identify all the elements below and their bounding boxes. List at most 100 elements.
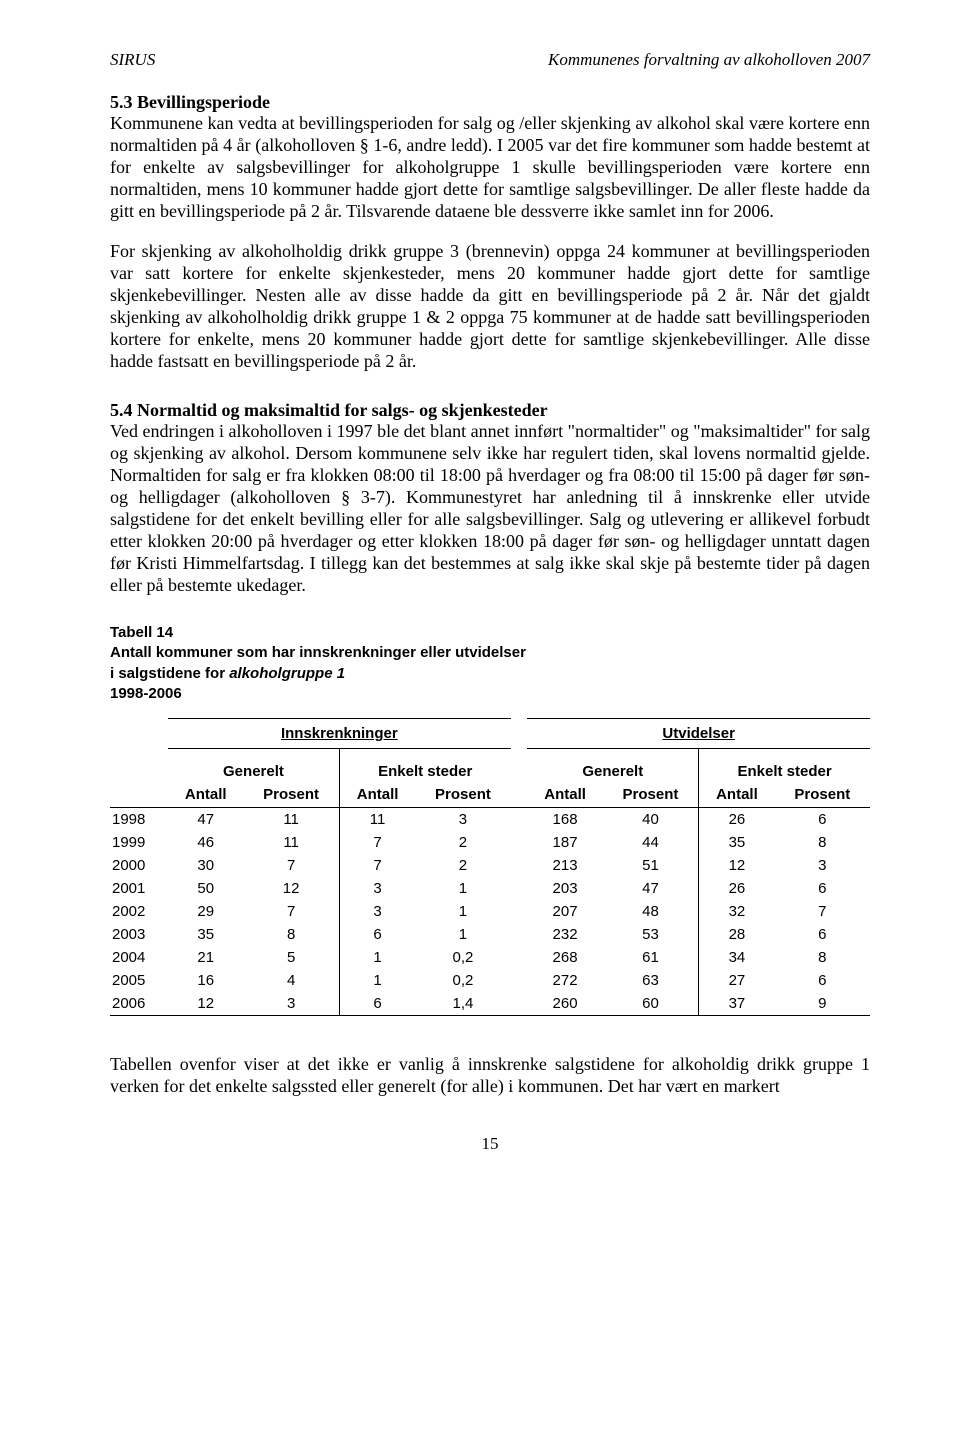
table-row: 200421510,226861348: [110, 946, 870, 969]
cell: 37: [699, 992, 775, 1016]
table-spacer: [511, 719, 528, 749]
table-14: Innskrenkninger Utvidelser Generelt Enke…: [110, 718, 870, 1016]
cell: 213: [527, 854, 602, 877]
cell-year: 2006: [110, 992, 168, 1016]
col-prosent: Prosent: [775, 783, 870, 808]
cell: 34: [699, 946, 775, 969]
cell: 29: [168, 900, 243, 923]
cell-year: 2004: [110, 946, 168, 969]
table-row: 20033586123253286: [110, 923, 870, 946]
header-left: SIRUS: [110, 50, 155, 70]
cell: 168: [527, 808, 602, 832]
cell-year: 1999: [110, 831, 168, 854]
cell-year: 2001: [110, 877, 168, 900]
cell: 203: [527, 877, 602, 900]
cell: 187: [527, 831, 602, 854]
col-antall: Antall: [168, 783, 243, 808]
cell: 32: [699, 900, 775, 923]
cell: 27: [699, 969, 775, 992]
table-row: 200150123120347266: [110, 877, 870, 900]
cell: 8: [775, 831, 870, 854]
cell-year: 2002: [110, 900, 168, 923]
cell-year: 2005: [110, 969, 168, 992]
table-row: 200612361,426060379: [110, 992, 870, 1016]
cell: 26: [699, 877, 775, 900]
cell: 35: [699, 831, 775, 854]
table-14-title-line2: Antall kommuner som har innskrenkninger …: [110, 644, 526, 661]
section-5-3-para-1: Kommunene kan vedta at bevillingsperiode…: [110, 113, 870, 223]
cell: 7: [243, 854, 339, 877]
page-header: SIRUS Kommunenes forvaltning av alkoholl…: [110, 50, 870, 70]
page: SIRUS Kommunenes forvaltning av alkoholl…: [0, 0, 960, 1194]
cell: 0,2: [415, 969, 510, 992]
cell: 26: [699, 808, 775, 832]
table-col-row: Antall Prosent Antall Prosent Antall Pro…: [110, 783, 870, 808]
cell: 7: [339, 854, 415, 877]
col-prosent: Prosent: [603, 783, 699, 808]
cell: 7: [243, 900, 339, 923]
trailing-para: Tabellen ovenfor viser at det ikke er va…: [110, 1054, 870, 1098]
table-14-title-line1: Tabell 14: [110, 624, 173, 641]
table-14-title-line3: i salgstidene for: [110, 665, 229, 682]
page-number: 15: [110, 1134, 870, 1154]
table-subgroup-row: Generelt Enkelt steder Generelt Enkelt s…: [110, 749, 870, 784]
cell-spacer: [511, 854, 528, 877]
cell: 51: [603, 854, 699, 877]
cell: 11: [243, 808, 339, 832]
section-5-3-title: 5.3 Bevillingsperiode: [110, 92, 870, 113]
col-antall: Antall: [527, 783, 602, 808]
cell: 0,2: [415, 946, 510, 969]
cell: 9: [775, 992, 870, 1016]
cell-spacer: [511, 992, 528, 1016]
cell: 7: [775, 900, 870, 923]
table-row: 20003077221351123: [110, 854, 870, 877]
table-spacer: [110, 719, 168, 749]
cell: 3: [775, 854, 870, 877]
cell: 30: [168, 854, 243, 877]
cell: 35: [168, 923, 243, 946]
header-right: Kommunenes forvaltning av alkoholloven 2…: [548, 50, 870, 70]
section-5-4-para-1: Ved endringen i alkoholloven i 1997 ble …: [110, 421, 870, 597]
cell: 3: [415, 808, 510, 832]
cell: 1: [415, 923, 510, 946]
cell-spacer: [511, 969, 528, 992]
cell: 2: [415, 831, 510, 854]
table-row: 20022973120748327: [110, 900, 870, 923]
col-generelt-1: Generelt: [168, 749, 339, 784]
cell: 6: [339, 992, 415, 1016]
cell: 21: [168, 946, 243, 969]
cell: 2: [415, 854, 510, 877]
cell: 1: [415, 900, 510, 923]
col-antall: Antall: [339, 783, 415, 808]
cell: 8: [775, 946, 870, 969]
table-14-title-line4: 1998-2006: [110, 685, 182, 702]
cell-spacer: [511, 877, 528, 900]
cell: 232: [527, 923, 602, 946]
table-group-innskrenkninger: Innskrenkninger: [168, 719, 511, 749]
cell: 40: [603, 808, 699, 832]
cell: 44: [603, 831, 699, 854]
cell: 1: [339, 946, 415, 969]
table-14-title-em: alkoholgruppe 1: [229, 665, 345, 682]
cell: 207: [527, 900, 602, 923]
cell: 47: [603, 877, 699, 900]
col-enkelt-2: Enkelt steder: [699, 749, 870, 784]
cell: 8: [243, 923, 339, 946]
cell: 11: [243, 831, 339, 854]
col-prosent: Prosent: [415, 783, 510, 808]
cell: 272: [527, 969, 602, 992]
cell-spacer: [511, 923, 528, 946]
cell-spacer: [511, 946, 528, 969]
cell: 3: [339, 900, 415, 923]
table-row: 199946117218744358: [110, 831, 870, 854]
cell: 63: [603, 969, 699, 992]
cell-spacer: [511, 808, 528, 832]
cell-spacer: [511, 831, 528, 854]
cell: 260: [527, 992, 602, 1016]
cell: 3: [243, 992, 339, 1016]
col-prosent: Prosent: [243, 783, 339, 808]
cell: 47: [168, 808, 243, 832]
cell: 61: [603, 946, 699, 969]
cell: 48: [603, 900, 699, 923]
cell: 12: [168, 992, 243, 1016]
